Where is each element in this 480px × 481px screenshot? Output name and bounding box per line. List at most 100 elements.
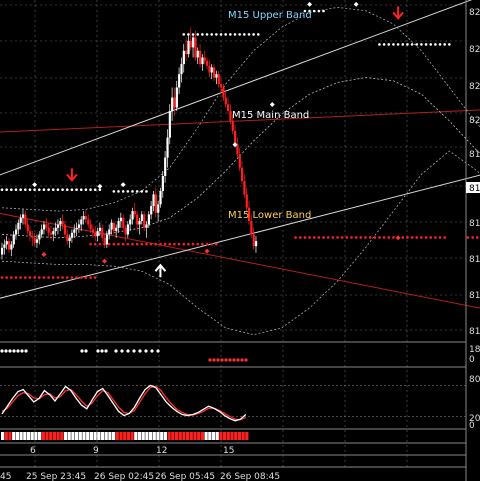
stripe-cell-13 (49, 432, 53, 440)
fractal-up-5 (307, 1, 313, 7)
lower-band-label: M15 Lower Band (228, 210, 311, 221)
support-dot-2-168 (392, 236, 395, 239)
time-label-3: 26 Sep 05:45 (155, 472, 215, 481)
support-dot-2-182 (424, 236, 428, 239)
candle-body-14 (33, 237, 36, 243)
candle-body-69 (161, 176, 164, 192)
resistance-dot-0-4 (10, 188, 13, 192)
stripe-cell-49 (182, 432, 186, 440)
candle-body-80 (187, 40, 190, 55)
candle-body-67 (157, 204, 160, 213)
stripe-cell-65 (241, 432, 245, 440)
panel2-red-dot-7 (236, 358, 240, 362)
support-dot-0-38 (89, 276, 92, 279)
stripe-cell-32 (119, 432, 123, 440)
candle-body-106 (247, 207, 251, 222)
main-band-line (1, 77, 480, 239)
candle-body-88 (206, 60, 209, 66)
resistance-dot-4-170 (396, 43, 400, 46)
candle-body-91 (213, 67, 216, 78)
stripe-cell-38 (141, 432, 145, 440)
support-dot-0-28 (65, 276, 69, 279)
osc-slow-line (1, 385, 247, 421)
candle-body-1 (3, 244, 6, 248)
support-dot-2-174 (406, 236, 409, 239)
resistance-dot-0-20 (47, 188, 50, 192)
stripe-cell-28 (104, 432, 108, 440)
stripe-cell-6 (23, 432, 27, 440)
support-dot-2-180 (420, 236, 423, 239)
support-dot-0-26 (61, 276, 64, 279)
candle-body-49 (115, 227, 118, 232)
candle-body-3 (7, 241, 11, 250)
stripe-cell-9 (34, 432, 38, 440)
support-dot-0-12 (28, 276, 32, 279)
stripe-cell-0 (1, 432, 5, 440)
candle-body-62 (145, 224, 148, 228)
stripe-cell-57 (211, 432, 216, 440)
lower-panels (0, 349, 466, 440)
candle-body-78 (182, 50, 185, 65)
trendline-3 (0, 174, 480, 299)
resistance-dot-2-84 (196, 33, 200, 36)
resistance-dot-4-186 (434, 43, 437, 46)
support-dot-0-20 (47, 276, 50, 279)
candle-body-92 (215, 74, 218, 78)
stripe-cell-16 (60, 432, 64, 440)
panel2-white-dot-7 (80, 349, 84, 353)
candle-body-108 (252, 234, 255, 247)
resistance-dot-2-94 (219, 33, 223, 36)
price-tick-4: 82 (469, 116, 480, 126)
candle-body-57 (133, 211, 137, 215)
resistance-dot-4-172 (401, 43, 405, 46)
resistance-dot-0-2 (5, 188, 8, 192)
resistance-dot-0-36 (84, 188, 88, 192)
support-dot-1-44 (103, 242, 106, 246)
support-dot-1-84 (196, 242, 200, 246)
stripe-cell-62 (230, 432, 234, 440)
candle-body-55 (129, 219, 132, 225)
candle-body-24 (56, 224, 60, 228)
candle-body-11 (26, 224, 29, 232)
candle-body-61 (143, 214, 146, 228)
panel2-white-dot-1 (4, 349, 8, 353)
resistance-dot-2-78 (182, 33, 186, 36)
candle-body-99 (231, 120, 234, 131)
resistance-dot-3-132 (308, 9, 311, 13)
candle-body-98 (229, 110, 232, 121)
resistance-dot-0-26 (61, 188, 64, 192)
osc-tick-20: 20 (469, 414, 480, 424)
candle-body-59 (138, 221, 141, 225)
panel2-white-dot-11 (104, 349, 108, 353)
stripe-cell-24 (89, 432, 93, 440)
support-dot-2-146 (340, 236, 344, 239)
support-dot-0-2 (5, 276, 8, 279)
resistance-dot-0-42 (98, 188, 102, 192)
candle-body-30 (70, 232, 74, 238)
support-dot-1-72 (168, 242, 172, 246)
support-dot-2-162 (378, 236, 381, 239)
support-dot-1-56 (131, 242, 134, 246)
support-dot-2-136 (317, 236, 321, 239)
candle-body-101 (236, 144, 239, 155)
candle-body-86 (201, 57, 204, 65)
candle-body-50 (117, 221, 120, 228)
resistance-dot-3-136 (317, 9, 321, 13)
support-dot-1-66 (154, 242, 158, 246)
candle-body-74 (173, 97, 176, 108)
support-dot-2-148 (345, 236, 349, 239)
support-dot-0-8 (19, 276, 22, 279)
candle-body-76 (178, 74, 181, 88)
time-label-2: 26 Sep 02:45 (94, 472, 154, 481)
price-tick-1: 82 (469, 8, 480, 18)
resistance-dot-4-190 (443, 43, 447, 46)
trendline-2 (0, 0, 473, 176)
arrow-down-1 (392, 6, 404, 20)
resistance-dot-1-54 (126, 190, 130, 193)
support-dot-1-80 (187, 242, 190, 246)
resistance-dot-4-180 (420, 43, 423, 46)
support-dot-2-132 (308, 236, 311, 239)
stripe-cell-17 (63, 432, 68, 440)
candle-body-29 (68, 237, 71, 242)
